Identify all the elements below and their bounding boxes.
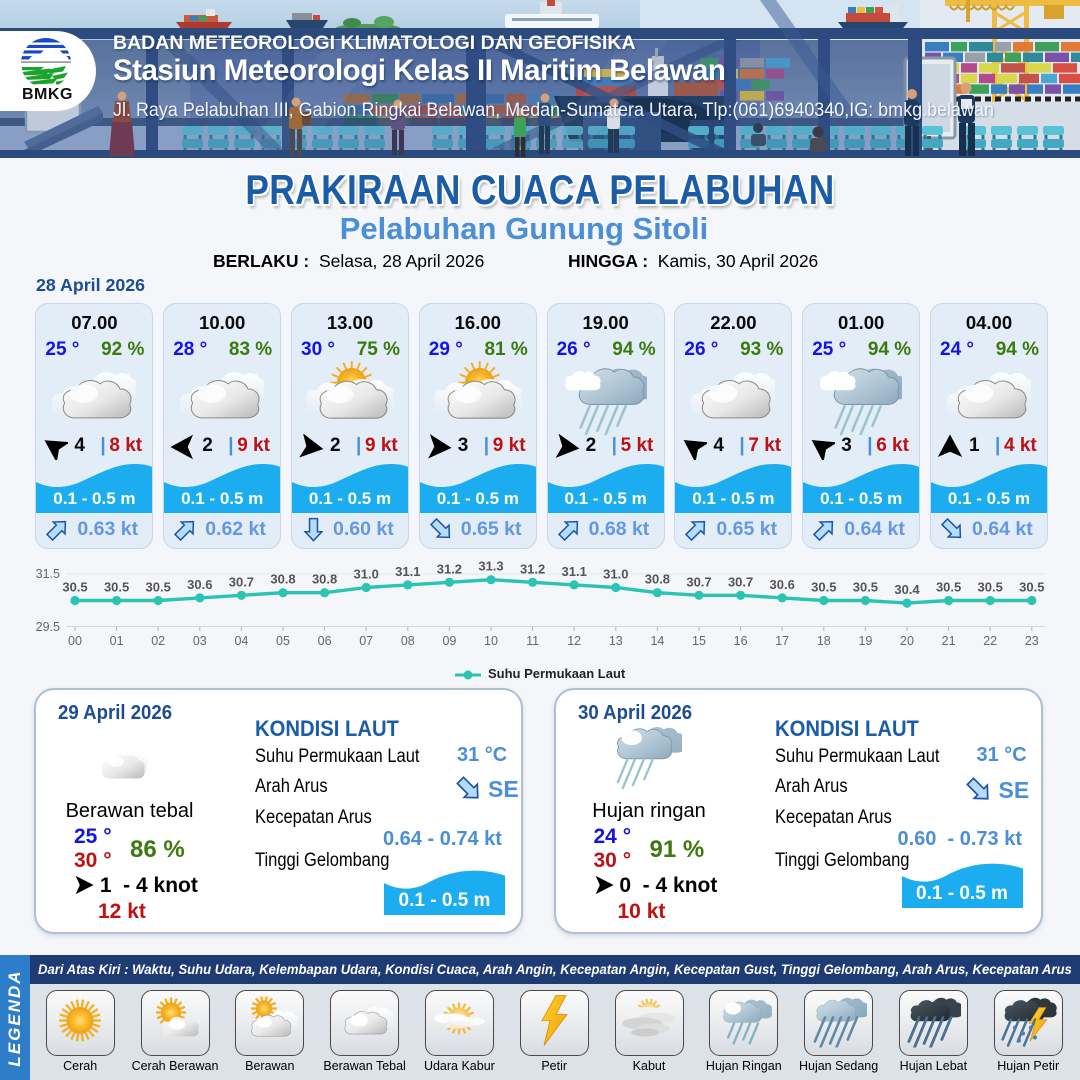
svg-text:30.6: 30.6 <box>770 577 795 592</box>
svg-text:07: 07 <box>359 634 373 648</box>
svg-text:30.5: 30.5 <box>811 580 836 595</box>
svg-text:31.1: 31.1 <box>562 564 587 579</box>
svg-text:22: 22 <box>983 634 997 648</box>
svg-text:31.5: 31.5 <box>36 567 60 581</box>
svg-text:18: 18 <box>817 634 831 648</box>
svg-text:17: 17 <box>775 634 789 648</box>
svg-text:30.7: 30.7 <box>686 574 711 589</box>
svg-text:30.7: 30.7 <box>229 574 254 589</box>
svg-text:31.0: 31.0 <box>354 567 379 582</box>
svg-text:31.1: 31.1 <box>395 564 420 579</box>
svg-text:30.7: 30.7 <box>728 574 753 589</box>
svg-text:30.5: 30.5 <box>104 580 129 595</box>
svg-text:30.8: 30.8 <box>645 572 670 587</box>
svg-text:31.0: 31.0 <box>603 567 628 582</box>
svg-text:19: 19 <box>858 634 872 648</box>
svg-text:06: 06 <box>318 634 332 648</box>
svg-text:30.5: 30.5 <box>1019 580 1044 595</box>
svg-text:14: 14 <box>650 634 664 648</box>
svg-text:03: 03 <box>193 634 207 648</box>
svg-text:30.5: 30.5 <box>936 580 961 595</box>
svg-text:30.5: 30.5 <box>62 580 87 595</box>
svg-text:20: 20 <box>900 634 914 648</box>
svg-text:30.5: 30.5 <box>978 580 1003 595</box>
svg-text:11: 11 <box>526 634 539 648</box>
svg-text:12: 12 <box>567 634 581 648</box>
svg-text:30.5: 30.5 <box>146 580 171 595</box>
svg-text:30.8: 30.8 <box>270 572 295 587</box>
svg-text:09: 09 <box>442 634 456 648</box>
svg-text:30.5: 30.5 <box>853 580 878 595</box>
svg-text:21: 21 <box>942 634 956 648</box>
svg-text:23: 23 <box>1025 634 1039 648</box>
svg-text:13: 13 <box>609 634 623 648</box>
svg-text:05: 05 <box>276 634 290 648</box>
svg-text:00: 00 <box>68 634 82 648</box>
svg-text:02: 02 <box>151 634 165 648</box>
svg-text:15: 15 <box>692 634 706 648</box>
svg-text:01: 01 <box>110 634 124 648</box>
svg-text:10: 10 <box>484 634 498 648</box>
svg-text:16: 16 <box>734 634 748 648</box>
svg-text:29.5: 29.5 <box>36 620 60 634</box>
svg-text:08: 08 <box>401 634 415 648</box>
svg-text:30.4: 30.4 <box>894 582 920 597</box>
svg-text:30.6: 30.6 <box>187 577 212 592</box>
svg-text:30.8: 30.8 <box>312 572 337 587</box>
svg-text:31.3: 31.3 <box>478 559 503 574</box>
svg-text:04: 04 <box>234 634 248 648</box>
svg-text:31.2: 31.2 <box>520 561 545 576</box>
svg-text:31.2: 31.2 <box>437 561 462 576</box>
